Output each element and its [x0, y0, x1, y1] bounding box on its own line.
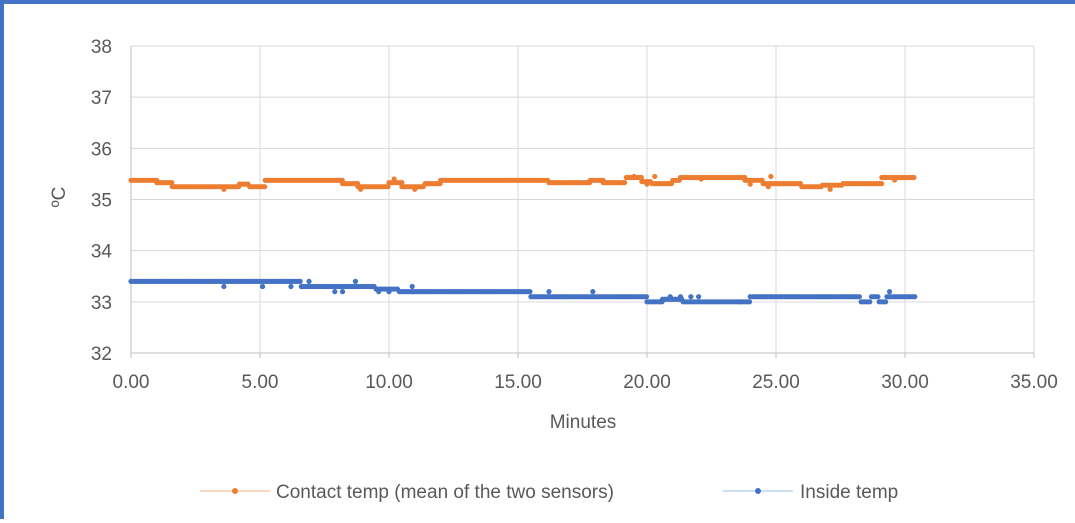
data-point — [169, 180, 175, 186]
x-tick-label: 25.00 — [752, 372, 800, 393]
data-point — [339, 289, 346, 295]
data-point — [827, 186, 833, 192]
y-tick-label: 38 — [91, 37, 112, 58]
data-point — [765, 184, 771, 190]
series-contact-temp — [128, 173, 917, 192]
y-tick-label: 34 — [91, 242, 113, 263]
legend: Contact temp (mean of the two sensors) I… — [200, 482, 898, 503]
data-point — [652, 173, 658, 180]
data-point — [376, 289, 382, 295]
y-tick-label: 37 — [91, 88, 112, 109]
y-tick-label: 35 — [91, 191, 112, 212]
data-point — [867, 299, 873, 305]
series-inside-temp — [128, 278, 918, 305]
data-point — [352, 278, 359, 284]
y-tick-label: 32 — [91, 344, 112, 365]
data-point — [385, 184, 391, 190]
legend-entry-inside-temp: Inside temp — [723, 482, 898, 503]
data-point — [886, 289, 893, 295]
x-tick-label: 35.00 — [1010, 372, 1058, 393]
data-point — [747, 181, 753, 187]
data-point — [696, 294, 702, 300]
x-tick-label: 0.00 — [113, 372, 150, 393]
data-point — [527, 289, 533, 295]
data-point — [399, 180, 405, 186]
data-point — [688, 294, 694, 300]
data-point — [221, 186, 227, 192]
data-point — [288, 283, 294, 290]
data-point — [737, 299, 743, 305]
data-point — [643, 294, 650, 300]
data-point — [856, 294, 863, 300]
legend-marker-inside-temp — [755, 488, 761, 494]
data-point — [644, 181, 650, 187]
data-point — [631, 173, 637, 180]
y-tick-label: 33 — [91, 293, 112, 314]
legend-label-inside-temp: Inside temp — [800, 482, 898, 503]
data-point — [677, 294, 684, 300]
gridlines — [131, 45, 1035, 353]
data-point — [262, 184, 268, 190]
data-point — [638, 174, 644, 181]
tick-labels: 32 33 34 35 36 37 38 0.00 5.00 10.00 15.00 20.00 25.… — [91, 37, 1058, 393]
chart-svg: 32 33 34 35 36 37 38 0.00 5.00 10.00 15.00 20.00 25.… — [49, 37, 1058, 503]
data-point — [667, 294, 673, 300]
data-point — [746, 299, 753, 305]
data-point — [590, 289, 596, 295]
data-point — [875, 294, 881, 300]
data-point — [546, 289, 552, 295]
legend-label-contact-temp: Contact temp (mean of the two sensors) — [276, 482, 614, 503]
y-axis-title: ºC — [49, 187, 70, 208]
axes — [130, 46, 1035, 358]
data-point — [386, 289, 392, 295]
data-point — [409, 283, 415, 290]
data-point — [698, 176, 704, 182]
data-point — [879, 181, 885, 187]
legend-marker-contact-temp — [232, 488, 238, 494]
data-point — [259, 283, 266, 290]
x-tick-label: 20.00 — [623, 372, 671, 393]
data-point — [892, 177, 898, 183]
data-point — [412, 186, 418, 192]
plot-series — [128, 173, 918, 305]
x-tick-label: 15.00 — [494, 372, 542, 393]
data-point — [297, 278, 303, 284]
data-point — [912, 294, 918, 300]
x-tick-label: 10.00 — [365, 372, 413, 393]
data-point — [306, 278, 312, 284]
legend-entry-contact-temp: Contact temp (mean of the two sensors) — [200, 482, 614, 503]
y-tick-label: 36 — [91, 139, 112, 160]
data-point — [332, 289, 338, 295]
x-tick-label: 5.00 — [242, 372, 279, 393]
data-point — [391, 176, 397, 182]
data-point — [911, 174, 917, 181]
data-point — [883, 299, 889, 305]
data-point — [621, 180, 628, 186]
data-point — [358, 186, 364, 192]
x-tick-label: 30.00 — [881, 372, 929, 393]
x-axis-title: Minutes — [550, 412, 617, 433]
data-point — [221, 283, 227, 290]
data-point — [768, 173, 774, 180]
